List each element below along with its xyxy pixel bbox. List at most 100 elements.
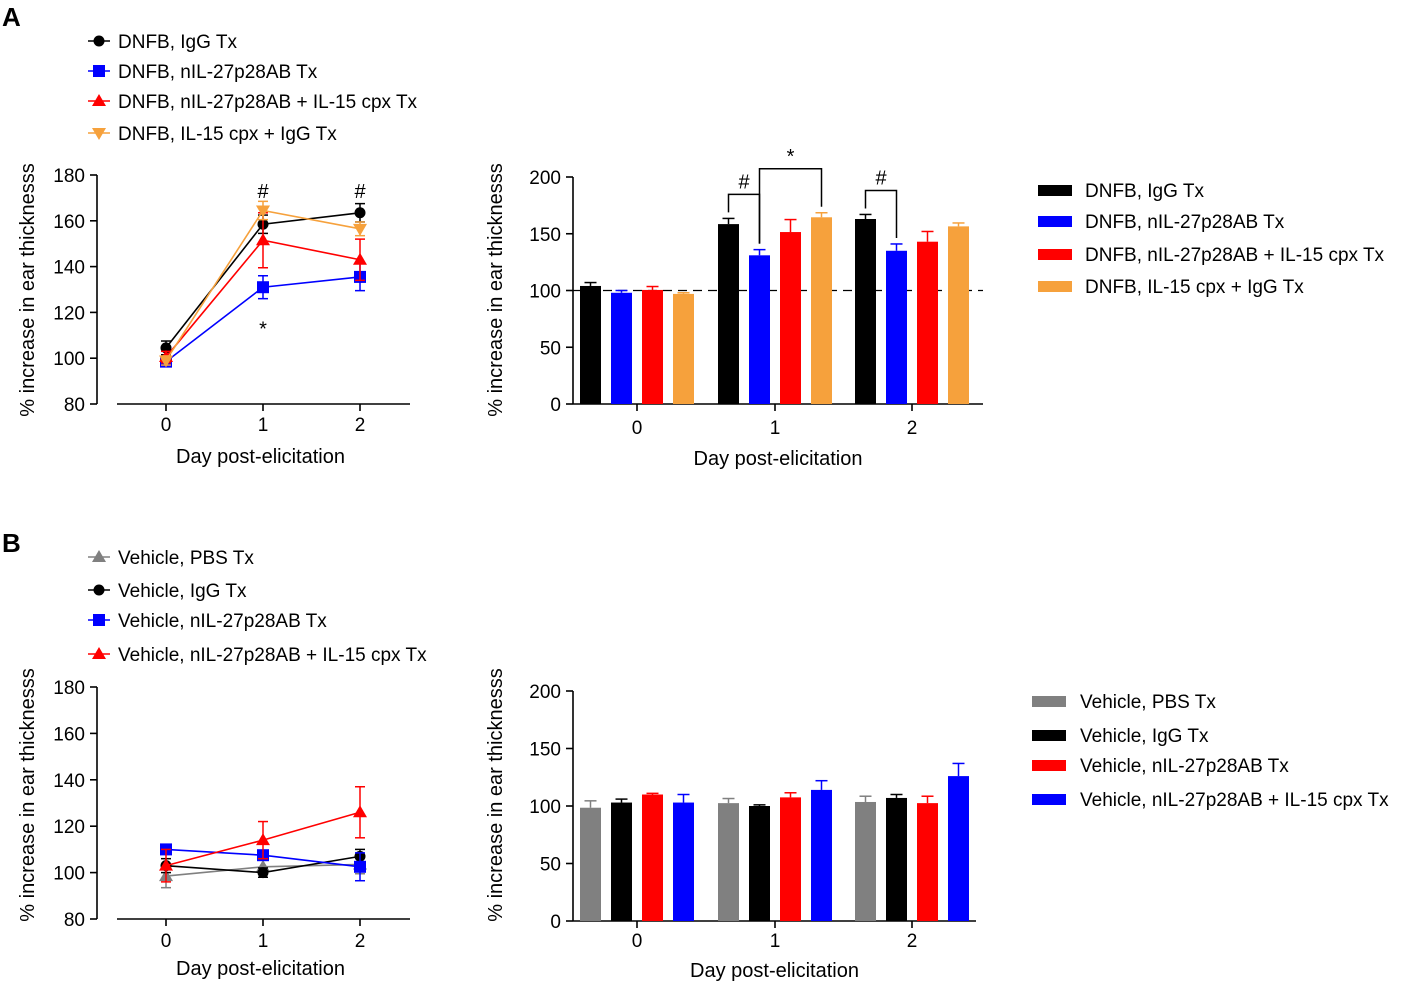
bar [718, 224, 739, 404]
series-vehicle-nil-27p28ab-il-15-cpx-tx [159, 786, 367, 883]
data-point [354, 860, 366, 873]
bar [642, 289, 663, 404]
y-axis-label: % increase in ear thicknesss [17, 668, 39, 921]
series-vehicle-nil-27p28ab-tx [642, 792, 938, 921]
x-tick-label: 0 [632, 931, 643, 952]
y-tick-label: 160 [53, 212, 85, 233]
chart-a-line: 80 100 120 140 160 180 0 1 2 Day post-elicitation… [17, 32, 418, 468]
significance-mark: * [787, 146, 795, 168]
legend-marker [92, 550, 106, 562]
y-tick-label: 140 [53, 258, 85, 279]
y-axis-label: % increase in ear thicknesss [17, 163, 39, 416]
significance-bracket [758, 168, 823, 244]
y-tick-label: 100 [53, 864, 85, 885]
bar [948, 226, 969, 404]
chart-b-line: 80 100 120 140 160 180 0 1 2 Day post-elicitation… [17, 548, 427, 980]
bar [580, 285, 601, 404]
bar [611, 802, 632, 921]
series-dnfb-nil-27p28ab-il-15-cpx-tx [642, 218, 938, 404]
legend-marker [93, 614, 105, 626]
legend-label: Vehicle, IgG Tx [118, 581, 247, 602]
bar [611, 292, 632, 404]
legend-marker [93, 35, 105, 47]
legend-marker [92, 647, 106, 659]
data-point [257, 281, 269, 294]
x-tick-label: 0 [161, 415, 172, 436]
bar [855, 218, 876, 404]
y-tick-label: 180 [53, 166, 85, 187]
legend-label: Vehicle, nIL-27p28AB Tx [118, 611, 327, 632]
series-dnfb-nil-27p28ab-tx [611, 243, 907, 404]
y-tick-label: 100 [529, 797, 561, 818]
y-tick-label: 0 [550, 395, 561, 416]
bar [749, 255, 770, 404]
legend-label: DNFB, nIL-27p28AB + IL-15 cpx Tx [1085, 245, 1385, 266]
panel-label-b: B [2, 528, 21, 558]
legend-label: Vehicle, nIL-27p28AB + IL-15 cpx Tx [118, 645, 427, 666]
legend-marker [92, 128, 106, 140]
data-point [256, 833, 270, 846]
legend-swatch [1038, 185, 1072, 196]
bar [580, 807, 601, 921]
x-tick-label: 0 [161, 931, 172, 952]
data-point [353, 252, 367, 265]
bar [749, 806, 770, 921]
y-tick-label: 50 [540, 855, 561, 876]
data-point [354, 207, 366, 219]
x-tick-label: 2 [355, 415, 366, 436]
x-axis-label: Day post-elicitation [176, 446, 345, 468]
legend-swatch [1032, 730, 1066, 741]
data-point [353, 223, 367, 236]
x-axis-label: Day post-elicitation [694, 448, 863, 470]
significance-mark: * [259, 318, 267, 340]
y-tick-label: 140 [53, 771, 85, 792]
y-tick-label: 120 [53, 817, 85, 838]
x-tick-label: 0 [632, 418, 643, 439]
bar [718, 803, 739, 921]
significance-mark: # [875, 167, 887, 189]
bar [917, 241, 938, 404]
bar [917, 803, 938, 921]
legend-swatch [1032, 760, 1066, 771]
bar [673, 293, 694, 404]
series-dnfb-il-15-cpx-igg-tx [159, 200, 367, 368]
x-tick-label: 1 [258, 931, 269, 952]
panel-label-a: A [2, 2, 21, 32]
legend-label: DNFB, nIL-27p28AB Tx [1085, 212, 1285, 233]
series-vehicle-pbs-tx [580, 795, 876, 921]
y-tick-label: 80 [64, 910, 85, 931]
x-tick-label: 1 [770, 418, 781, 439]
x-tick-label: 2 [907, 931, 918, 952]
y-axis-label: % increase in ear thicknesss [485, 668, 507, 921]
data-point [159, 355, 173, 368]
bar [811, 217, 832, 404]
legend-swatch [1038, 281, 1072, 292]
y-tick-label: 200 [529, 682, 561, 703]
x-tick-label: 1 [770, 931, 781, 952]
legend-label: DNFB, IgG Tx [118, 32, 237, 53]
y-tick-label: 100 [53, 349, 85, 370]
significance-mark: # [354, 181, 366, 203]
y-tick-label: 50 [540, 338, 561, 359]
y-tick-label: 100 [529, 282, 561, 303]
series-dnfb-il-15-cpx-igg-tx [673, 212, 969, 404]
data-point [353, 805, 367, 818]
y-tick-label: 150 [529, 740, 561, 761]
legend-swatch [1038, 216, 1072, 227]
legend-label: DNFB, IL-15 cpx + IgG Tx [118, 124, 337, 145]
data-point [159, 858, 173, 871]
legend-marker [93, 584, 105, 596]
legend-label: DNFB, nIL-27p28AB + IL-15 cpx Tx [118, 92, 418, 113]
series-dnfb-igg-tx [580, 213, 876, 404]
legend-label: Vehicle, nIL-27p28AB + IL-15 cpx Tx [1080, 790, 1389, 811]
legend-swatch [1032, 696, 1066, 707]
bar [780, 232, 801, 404]
chart-a-bar: 0 50 100 150 200 0 1 2 Day post-elicitation % inc… [485, 146, 1385, 470]
significance-mark: # [738, 171, 750, 193]
x-tick-label: 1 [258, 415, 269, 436]
bar [855, 801, 876, 921]
y-tick-label: 120 [53, 303, 85, 324]
series-vehicle-nil-27p28ab-il-15-cpx-tx [673, 762, 969, 921]
bar [780, 797, 801, 921]
